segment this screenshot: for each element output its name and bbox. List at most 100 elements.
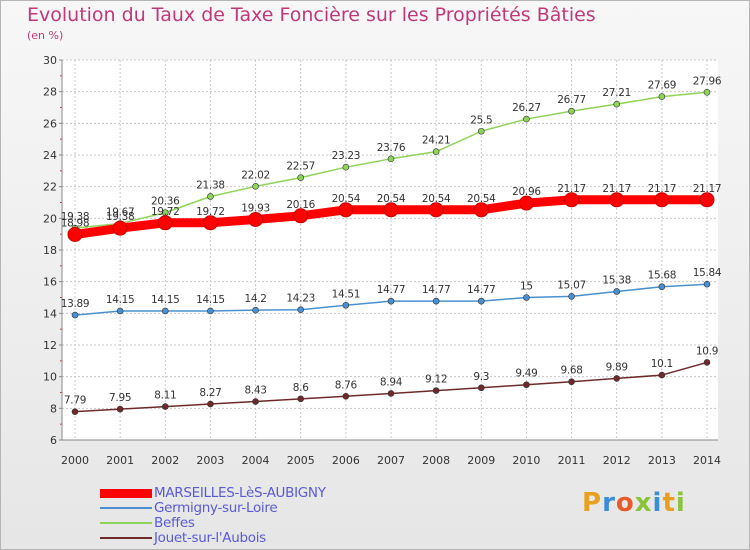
- data-label-germigny-sur-loire: 14.15: [196, 294, 225, 306]
- data-label-beffes: 21.38: [196, 179, 225, 191]
- data-label-beffes: 27.21: [602, 87, 631, 99]
- logo-letter: i: [652, 488, 663, 518]
- data-label-beffes: 26.27: [512, 102, 541, 114]
- data-point-germigny-sur-loire: [703, 280, 711, 288]
- data-point-germigny-sur-loire: [342, 301, 350, 309]
- data-label-beffes: 27.69: [648, 80, 677, 92]
- data-label-germigny-sur-loire: 14.77: [467, 284, 496, 296]
- data-label-germigny-sur-loire: 14.77: [422, 284, 451, 296]
- data-point-germigny-sur-loire: [613, 288, 621, 295]
- data-point-marseilles-l-s-aubigny: [609, 192, 625, 208]
- data-point-beffes: [207, 193, 214, 200]
- data-point-jouet-sur-l-aubois: [613, 375, 621, 382]
- data-point-germigny-sur-loire: [297, 306, 305, 313]
- x-tick-label: 2006: [332, 454, 360, 467]
- y-tick-label: 28: [43, 86, 57, 99]
- data-point-marseilles-l-s-aubigny: [338, 202, 354, 218]
- data-point-beffes: [613, 100, 621, 108]
- chart-subtitle: (en %): [27, 29, 64, 42]
- data-point-germigny-sur-loire: [116, 307, 124, 315]
- data-label-germigny-sur-loire: 14.23: [286, 293, 315, 305]
- proxiti-logo: Proxiti: [582, 488, 686, 518]
- data-label-jouet-sur-l-aubois: 7.95: [109, 392, 131, 404]
- legend-swatch: [100, 507, 152, 509]
- data-point-germigny-sur-loire: [387, 297, 395, 305]
- x-tick-label: 2011: [558, 454, 586, 467]
- data-label-marseilles-l-s-aubigny: 21.17: [648, 183, 677, 195]
- y-tick-label: 6: [50, 434, 57, 447]
- legend-label: Jouet-sur-l'Aubois: [154, 530, 266, 546]
- data-label-jouet-sur-l-aubois: 8.6: [293, 382, 309, 394]
- x-tick-label: 2004: [242, 454, 270, 467]
- data-label-jouet-sur-l-aubois: 8.27: [199, 387, 221, 399]
- x-tick-label: 2010: [512, 454, 540, 467]
- data-point-beffes: [658, 93, 666, 100]
- data-label-beffes: 19.38: [61, 211, 90, 223]
- y-tick-label: 14: [43, 307, 57, 320]
- data-point-marseilles-l-s-aubigny: [67, 226, 83, 242]
- y-tick-label: 22: [43, 181, 57, 194]
- data-label-marseilles-l-s-aubigny: 20.54: [332, 193, 361, 205]
- data-label-beffes: 20.36: [151, 196, 180, 208]
- x-tick-label: 2008: [422, 454, 450, 467]
- data-point-marseilles-l-s-aubigny: [383, 202, 399, 218]
- data-point-jouet-sur-l-aubois: [252, 398, 259, 405]
- logo-letter: x: [634, 488, 653, 518]
- data-point-beffes: [432, 148, 440, 155]
- data-point-jouet-sur-l-aubois: [71, 408, 79, 415]
- data-label-jouet-sur-l-aubois: 8.43: [244, 385, 266, 397]
- data-label-beffes: 26.77: [557, 94, 586, 106]
- data-point-beffes: [387, 155, 395, 163]
- x-tick-label: 2002: [151, 454, 179, 467]
- x-tick-label: 2000: [61, 454, 89, 467]
- data-point-jouet-sur-l-aubois: [568, 378, 575, 386]
- data-point-germigny-sur-loire: [252, 306, 259, 314]
- data-point-marseilles-l-s-aubigny: [157, 215, 173, 231]
- data-label-marseilles-l-s-aubigny: 21.17: [693, 183, 722, 195]
- data-point-beffes: [523, 115, 530, 123]
- data-label-germigny-sur-loire: 14.2: [244, 293, 266, 305]
- data-point-marseilles-l-s-aubigny: [112, 220, 128, 236]
- data-label-beffes: 23.76: [377, 142, 406, 154]
- data-label-germigny-sur-loire: 15.68: [648, 270, 677, 282]
- data-label-marseilles-l-s-aubigny: 19.72: [151, 206, 180, 218]
- data-label-jouet-sur-l-aubois: 9.68: [560, 365, 582, 377]
- x-tick-label: 2009: [467, 454, 495, 467]
- x-tick-label: 2001: [106, 454, 134, 467]
- data-label-germigny-sur-loire: 13.89: [61, 298, 90, 310]
- data-point-jouet-sur-l-aubois: [658, 371, 666, 379]
- data-label-marseilles-l-s-aubigny: 21.17: [602, 183, 631, 195]
- data-label-germigny-sur-loire: 14.15: [106, 294, 135, 306]
- data-point-jouet-sur-l-aubois: [116, 405, 124, 413]
- data-label-beffes: 22.57: [286, 161, 315, 173]
- data-point-germigny-sur-loire: [658, 283, 666, 291]
- data-label-beffes: 19.67: [106, 207, 135, 219]
- data-point-germigny-sur-loire: [161, 307, 169, 315]
- x-tick-label: 2005: [287, 454, 315, 467]
- data-label-jouet-sur-l-aubois: 9.12: [425, 374, 447, 386]
- data-point-jouet-sur-l-aubois: [703, 359, 711, 366]
- data-label-marseilles-l-s-aubigny: 21.17: [557, 183, 586, 195]
- data-point-germigny-sur-loire: [71, 311, 79, 319]
- data-label-jouet-sur-l-aubois: 9.49: [515, 368, 537, 380]
- data-point-marseilles-l-s-aubigny: [699, 192, 715, 208]
- logo-letter: P: [582, 488, 603, 518]
- x-tick-label: 2007: [377, 454, 405, 467]
- chart-title: Evolution du Taux de Taxe Foncière sur l…: [27, 4, 596, 26]
- data-label-jouet-sur-l-aubois: 8.94: [380, 376, 403, 388]
- data-label-beffes: 24.21: [422, 135, 451, 147]
- data-point-marseilles-l-s-aubigny: [473, 202, 489, 218]
- data-label-jouet-sur-l-aubois: 8.76: [335, 379, 358, 391]
- data-point-beffes: [342, 163, 350, 171]
- data-label-beffes: 23.23: [332, 150, 361, 162]
- y-tick-label: 18: [43, 244, 57, 257]
- data-point-jouet-sur-l-aubois: [161, 403, 169, 410]
- data-label-germigny-sur-loire: 15: [520, 281, 533, 293]
- x-tick-label: 2003: [196, 454, 224, 467]
- x-tick-label: 2012: [603, 454, 631, 467]
- legend-swatch: [100, 522, 152, 524]
- data-label-marseilles-l-s-aubigny: 20.96: [512, 186, 541, 198]
- data-point-beffes: [477, 127, 485, 135]
- data-point-marseilles-l-s-aubigny: [654, 192, 670, 208]
- logo-letter: t: [662, 488, 676, 518]
